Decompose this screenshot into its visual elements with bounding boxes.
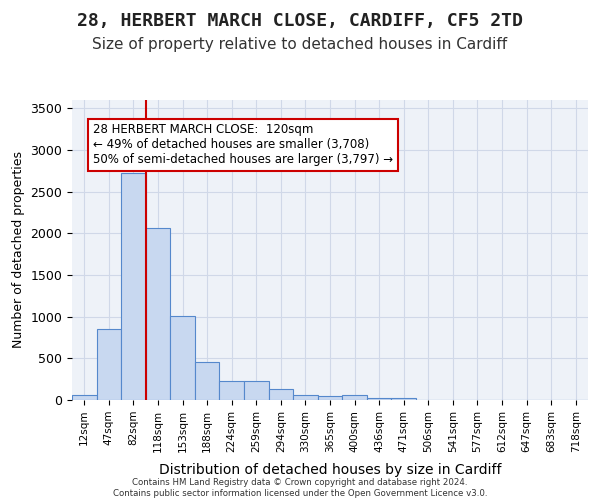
Bar — [121, 172, 146, 400]
Bar — [367, 398, 391, 400]
Bar — [195, 362, 220, 400]
Bar — [170, 316, 195, 400]
Bar — [72, 395, 97, 400]
Bar — [220, 381, 244, 400]
Bar — [342, 396, 367, 400]
Bar — [391, 398, 416, 400]
Bar — [269, 389, 293, 400]
Bar — [97, 329, 121, 400]
Bar — [318, 396, 342, 400]
Y-axis label: Number of detached properties: Number of detached properties — [12, 152, 25, 348]
Bar — [293, 394, 318, 400]
Text: Contains HM Land Registry data © Crown copyright and database right 2024.
Contai: Contains HM Land Registry data © Crown c… — [113, 478, 487, 498]
Text: Size of property relative to detached houses in Cardiff: Size of property relative to detached ho… — [92, 38, 508, 52]
Text: 28, HERBERT MARCH CLOSE, CARDIFF, CF5 2TD: 28, HERBERT MARCH CLOSE, CARDIFF, CF5 2T… — [77, 12, 523, 30]
Bar — [146, 228, 170, 400]
Bar — [244, 381, 269, 400]
Text: 28 HERBERT MARCH CLOSE:  120sqm
← 49% of detached houses are smaller (3,708)
50%: 28 HERBERT MARCH CLOSE: 120sqm ← 49% of … — [93, 124, 393, 166]
X-axis label: Distribution of detached houses by size in Cardiff: Distribution of detached houses by size … — [159, 463, 501, 477]
